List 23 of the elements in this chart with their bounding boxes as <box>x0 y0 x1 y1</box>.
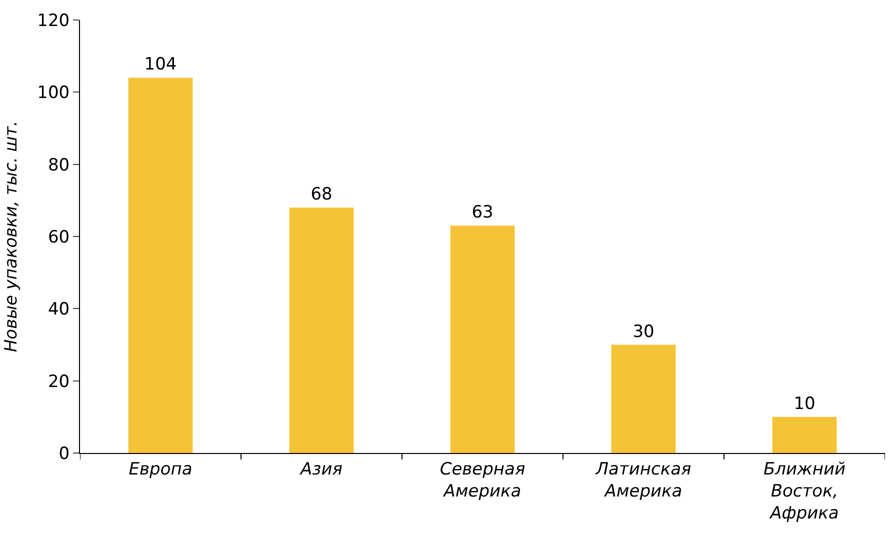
x-tick-label: Азия <box>300 459 342 480</box>
x-tick-label: Латинская Америка <box>594 459 692 502</box>
data-label: 63 <box>472 202 494 223</box>
bar <box>128 78 193 453</box>
y-tick-label: 0 <box>58 444 70 464</box>
y-axis-title: Новые упаковки, тыс. шт. <box>2 120 22 352</box>
bar <box>450 226 515 453</box>
y-tick-label: 80 <box>48 155 70 176</box>
data-label: 104 <box>144 54 177 75</box>
y-tick-label: 60 <box>48 227 70 248</box>
bar <box>772 416 837 453</box>
x-tick-label: Ближний Восток, Африка <box>763 459 846 524</box>
y-tick-label: 100 <box>37 83 70 104</box>
x-tick-label: Европа <box>128 459 192 480</box>
x-tick-label: Северная Америка <box>440 459 526 502</box>
data-label: 10 <box>794 394 816 414</box>
y-tick-label: 40 <box>48 300 70 320</box>
data-label: 30 <box>632 322 654 342</box>
bar <box>611 344 676 453</box>
y-tick-label: 20 <box>48 372 70 392</box>
data-label: 68 <box>310 184 332 205</box>
bar <box>289 208 354 453</box>
y-tick-label: 120 <box>37 10 70 31</box>
